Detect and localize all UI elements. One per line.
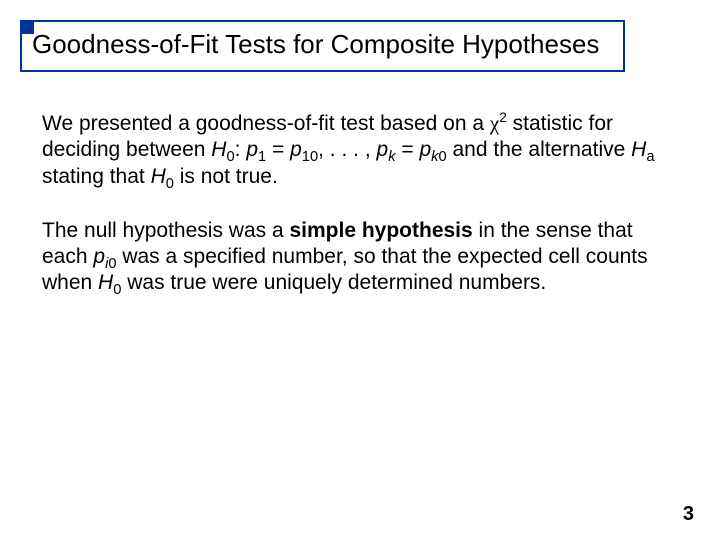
paragraph-1: We presented a goodness-of-fit test base… (42, 110, 678, 190)
p-subi0: 0 (108, 256, 116, 272)
H-sub0-1: 0 (226, 149, 234, 165)
p1-t3: : (235, 138, 247, 161)
eq-1: = (266, 138, 290, 161)
p1-t6: stating that (42, 165, 151, 188)
bold-simple-hypothesis: simple hypothesis (289, 219, 472, 242)
chi-symbol: χ (490, 111, 499, 135)
p1-t7: is not true. (174, 165, 278, 188)
p-3: p (377, 138, 389, 161)
H-suba: a (646, 149, 654, 165)
p-sub10: 10 (302, 149, 318, 165)
p-subk0-0: 0 (439, 149, 447, 165)
p-5: p (93, 245, 105, 268)
H-3: H (98, 271, 113, 294)
p2-t4: was true were uniquely determined number… (121, 271, 546, 294)
title-box: Goodness-of-Fit Tests for Composite Hypo… (20, 20, 625, 72)
p2-t1: The null hypothesis was a (42, 219, 289, 242)
H-1: H (211, 138, 226, 161)
chi-sup-2: 2 (499, 110, 507, 125)
slide-title: Goodness-of-Fit Tests for Composite Hypo… (32, 30, 613, 60)
p-2: p (290, 138, 302, 161)
p-sub1: 1 (258, 149, 266, 165)
H-sub0-2: 0 (166, 176, 174, 192)
p-1: p (246, 138, 258, 161)
p-subk2: k (431, 149, 438, 165)
page-number: 3 (683, 503, 694, 526)
p1-t5: and the alternative (447, 138, 631, 161)
body-text: We presented a goodness-of-fit test base… (42, 110, 678, 325)
eq-2: = (396, 138, 420, 161)
p-4: p (419, 138, 431, 161)
slide: Goodness-of-Fit Tests for Composite Hypo… (0, 0, 720, 540)
p-subk: k (388, 149, 395, 165)
H-2: H (151, 165, 166, 188)
paragraph-2: The null hypothesis was a simple hypothe… (42, 218, 678, 297)
H-a: H (631, 138, 646, 161)
p1-t1: We presented a goodness-of-fit test base… (42, 112, 490, 135)
p1-t4: , . . . , (318, 138, 376, 161)
title-accent-square (20, 20, 34, 34)
